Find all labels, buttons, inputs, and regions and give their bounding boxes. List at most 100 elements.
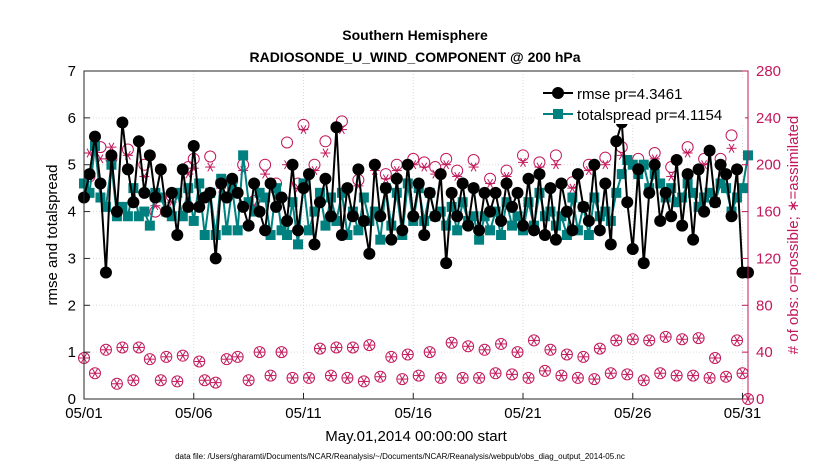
totalspread-point <box>194 178 205 189</box>
totalspread-point <box>512 211 523 222</box>
obs-assimilated-point <box>331 342 342 353</box>
rmse-point <box>643 186 656 199</box>
obs-assimilated-point <box>386 352 397 362</box>
rmse-point <box>324 210 337 223</box>
obs-assimilated-point <box>523 373 534 383</box>
rmse-point <box>659 186 672 199</box>
rmse-point <box>99 266 112 279</box>
rmse-point <box>275 191 288 204</box>
obs-assimilated-point <box>413 370 424 381</box>
obs-possible-point <box>193 355 206 368</box>
obs-assimilated-point <box>732 335 743 346</box>
obs-possible-point <box>549 149 562 162</box>
totalspread-point <box>276 225 287 236</box>
obs-possible-point <box>176 349 189 362</box>
legend: rmse pr=4.3461 totalspread pr=4.1154 <box>535 80 745 124</box>
obs-possible-point <box>341 371 354 384</box>
y2-tick-label: 200 <box>756 157 781 174</box>
rmse-point <box>220 191 233 204</box>
obs-possible-point <box>703 371 716 384</box>
totalspread-point <box>627 159 638 170</box>
obs-assimilated-point <box>199 375 210 385</box>
obs-assimilated-point <box>479 345 490 355</box>
rmse-point <box>544 182 557 195</box>
y-tick-label: 6 <box>68 110 76 127</box>
obs-possible-point <box>560 348 573 361</box>
totalspread-point <box>325 192 336 203</box>
rmse-point <box>495 214 508 227</box>
rmse-point <box>500 177 513 190</box>
obs-assimilated-point <box>194 356 205 367</box>
obs-possible-point <box>88 367 101 380</box>
totalspread-point <box>583 230 594 240</box>
totalspread-point <box>721 183 732 194</box>
totalspread-point <box>523 197 534 208</box>
obs-possible-point <box>456 371 469 384</box>
obs-possible-point <box>99 343 112 356</box>
rmse-point <box>330 121 343 134</box>
rmse-point <box>588 158 601 171</box>
totalspread-point <box>128 183 139 194</box>
obs-assimilated-point <box>276 347 287 357</box>
totalspread-point <box>188 215 199 226</box>
obs-possible-point <box>281 136 294 149</box>
totalspread-point <box>320 220 331 231</box>
obs-possible-point <box>423 346 436 359</box>
totalspread-point <box>183 183 194 194</box>
rmse-point <box>154 163 167 176</box>
obs-assimilated-point <box>655 368 666 378</box>
obs-possible-point <box>538 364 551 377</box>
obs-possible-point <box>462 340 475 353</box>
obs-assimilated-point <box>424 347 435 357</box>
x-tick-label: 05/16 <box>394 405 432 422</box>
rmse-point <box>253 205 266 218</box>
rmse-point <box>401 158 414 171</box>
x-tick-label: 05/11 <box>285 405 321 422</box>
obs-assimilated-point <box>721 372 732 382</box>
rmse-point <box>648 158 661 171</box>
obs-possible-point <box>324 369 337 382</box>
rmse-point <box>676 219 689 232</box>
y-tick-label: 5 <box>68 157 76 174</box>
totalspread-point <box>386 220 397 231</box>
rmse-point <box>341 182 354 195</box>
totalspread-point <box>715 178 726 189</box>
totalspread-point <box>457 197 468 208</box>
rmse-point <box>374 210 387 223</box>
totalspread-point <box>507 220 518 231</box>
obs-possible-point <box>209 376 222 389</box>
rmse-point <box>522 172 535 185</box>
y2-tick-label: 40 <box>756 344 773 361</box>
rmse-point <box>226 172 239 185</box>
obs-possible-point <box>555 369 568 382</box>
rmse-point <box>511 186 524 199</box>
obs-possible-point <box>626 333 639 346</box>
obs-possible-point <box>171 375 184 388</box>
obs-assimilated-point <box>375 372 386 382</box>
chart-title: Southern Hemisphere <box>342 27 488 43</box>
rmse-point <box>538 229 551 241</box>
obs-possible-point <box>275 346 288 359</box>
obs-possible-point <box>160 350 173 363</box>
obs-assimilated-point <box>578 352 589 362</box>
y2-tick-label: 160 <box>756 204 781 221</box>
totalspread-point <box>144 220 155 231</box>
rmse-point <box>440 257 453 270</box>
rmse-point <box>599 177 612 190</box>
obs-assimilated-point <box>611 335 622 346</box>
rmse-point <box>160 205 173 218</box>
totalspread-point <box>221 225 232 236</box>
rmse-point <box>577 200 590 213</box>
rmse-point <box>286 158 299 171</box>
obs-possible-point <box>506 368 519 381</box>
obs-assimilated-point <box>710 353 721 363</box>
rmse-point <box>604 238 617 251</box>
totalspread-point <box>534 187 545 198</box>
totalspread-point <box>227 183 238 194</box>
obs-possible-point <box>259 158 272 171</box>
totalspread-point <box>336 187 347 198</box>
totalspread-point <box>605 215 616 226</box>
y2-tick-label: 0 <box>756 391 764 408</box>
obs-assimilated-point <box>496 339 507 349</box>
obs-assimilated-point <box>342 373 353 383</box>
